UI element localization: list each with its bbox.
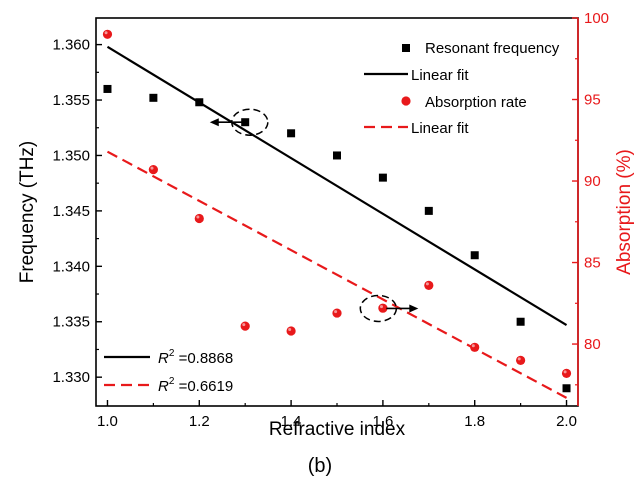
annotation-layer [209,108,419,323]
legend: Resonant frequency Linear fit Absorption… [364,40,560,137]
absorption-point [516,355,526,365]
fit-line-dashed [106,150,568,399]
frequency-point [378,173,387,182]
absorption-point-highlight [563,370,567,374]
absorption-point [561,368,572,378]
absorption-point [332,308,342,318]
absorption-point [102,29,113,39]
absorption-point-highlight [471,344,475,348]
right-tick-label: 100 [584,10,609,27]
absorption-point-highlight [104,31,108,35]
left-axis-title: Frequency (THz) [17,141,38,284]
absorption-point [378,303,388,313]
absorption-point-highlight [196,215,200,219]
right-tick-label: 95 [584,92,601,109]
frequency-point [149,93,158,102]
legend-marker-square [402,44,410,52]
x-tick-label: 1.0 [97,413,118,430]
absorption-point-highlight [517,357,521,361]
absorption-point [148,165,158,175]
absorption-point [424,280,434,290]
absorption-point-highlight [150,166,154,170]
absorption-point-highlight [425,282,429,286]
frequency-point [470,251,479,260]
left-tick-label: 1.350 [52,147,90,164]
frequency-point [333,151,341,160]
right-tick-label: 85 [584,255,601,272]
legend-label-linear-fit-black: Linear fit [411,67,469,84]
absorption-point-highlight [242,323,246,327]
absorption-point-highlight [334,310,338,314]
panel-label: (b) [308,455,332,477]
frequency-point [103,84,112,93]
ticks-layer: 1.0 1.2 1.4 1.6 1.8 2.0 1.330 1.335 1.340 1.345 1.… [52,10,609,430]
left-tick-label: 1.355 [52,92,90,109]
x-axis-title: Refractive index [269,419,406,440]
frequency-point [287,129,296,138]
left-tick-label: 1.330 [52,369,90,386]
absorption-point [286,326,296,336]
absorption-point [240,321,250,331]
fit-layer [106,45,568,399]
x-tick-label: 1.2 [189,413,210,430]
fit-line-solid [106,45,568,327]
left-tick-label: 1.335 [52,314,90,331]
frequency-point [516,317,525,326]
right-axis-title: Absorption (%) [614,149,635,275]
left-axis-indicator-arrow-head [209,118,219,127]
right-tick-label: 80 [584,336,601,353]
frequency-point [241,118,250,127]
x-tick-label: 2.0 [556,413,577,430]
x-tick-label: 1.4 [281,413,302,430]
left-tick-label: 1.360 [52,37,90,54]
right-axis-indicator-arrow-head [409,304,419,313]
absorption-point [470,342,480,352]
r2-label-1: R2 =0.8868 [158,348,233,367]
legend-label-resonant-frequency: Resonant frequency [425,40,560,57]
r2-annotation-1: R2 =0.8868 [104,348,233,367]
left-tick-label: 1.345 [52,203,90,220]
left-tick-label: 1.340 [52,258,90,275]
absorption-point-highlight [288,328,292,332]
frequency-point [195,98,204,107]
x-tick-label: 1.6 [372,413,393,430]
legend-marker-circle [401,96,411,106]
r2-annotation-2: R2 =0.6619 [104,376,233,395]
frequency-point [562,384,571,393]
x-tick-label: 1.8 [464,413,485,430]
absorption-point [194,213,204,224]
points-layer [102,29,572,393]
legend-label-linear-fit-red: Linear fit [411,120,469,137]
absorption-point-highlight [380,305,384,309]
frequency-point [424,206,433,215]
r2-label-2: R2 =0.6619 [158,376,233,395]
right-tick-label: 90 [584,173,601,190]
legend-label-absorption-rate: Absorption rate [425,94,527,111]
